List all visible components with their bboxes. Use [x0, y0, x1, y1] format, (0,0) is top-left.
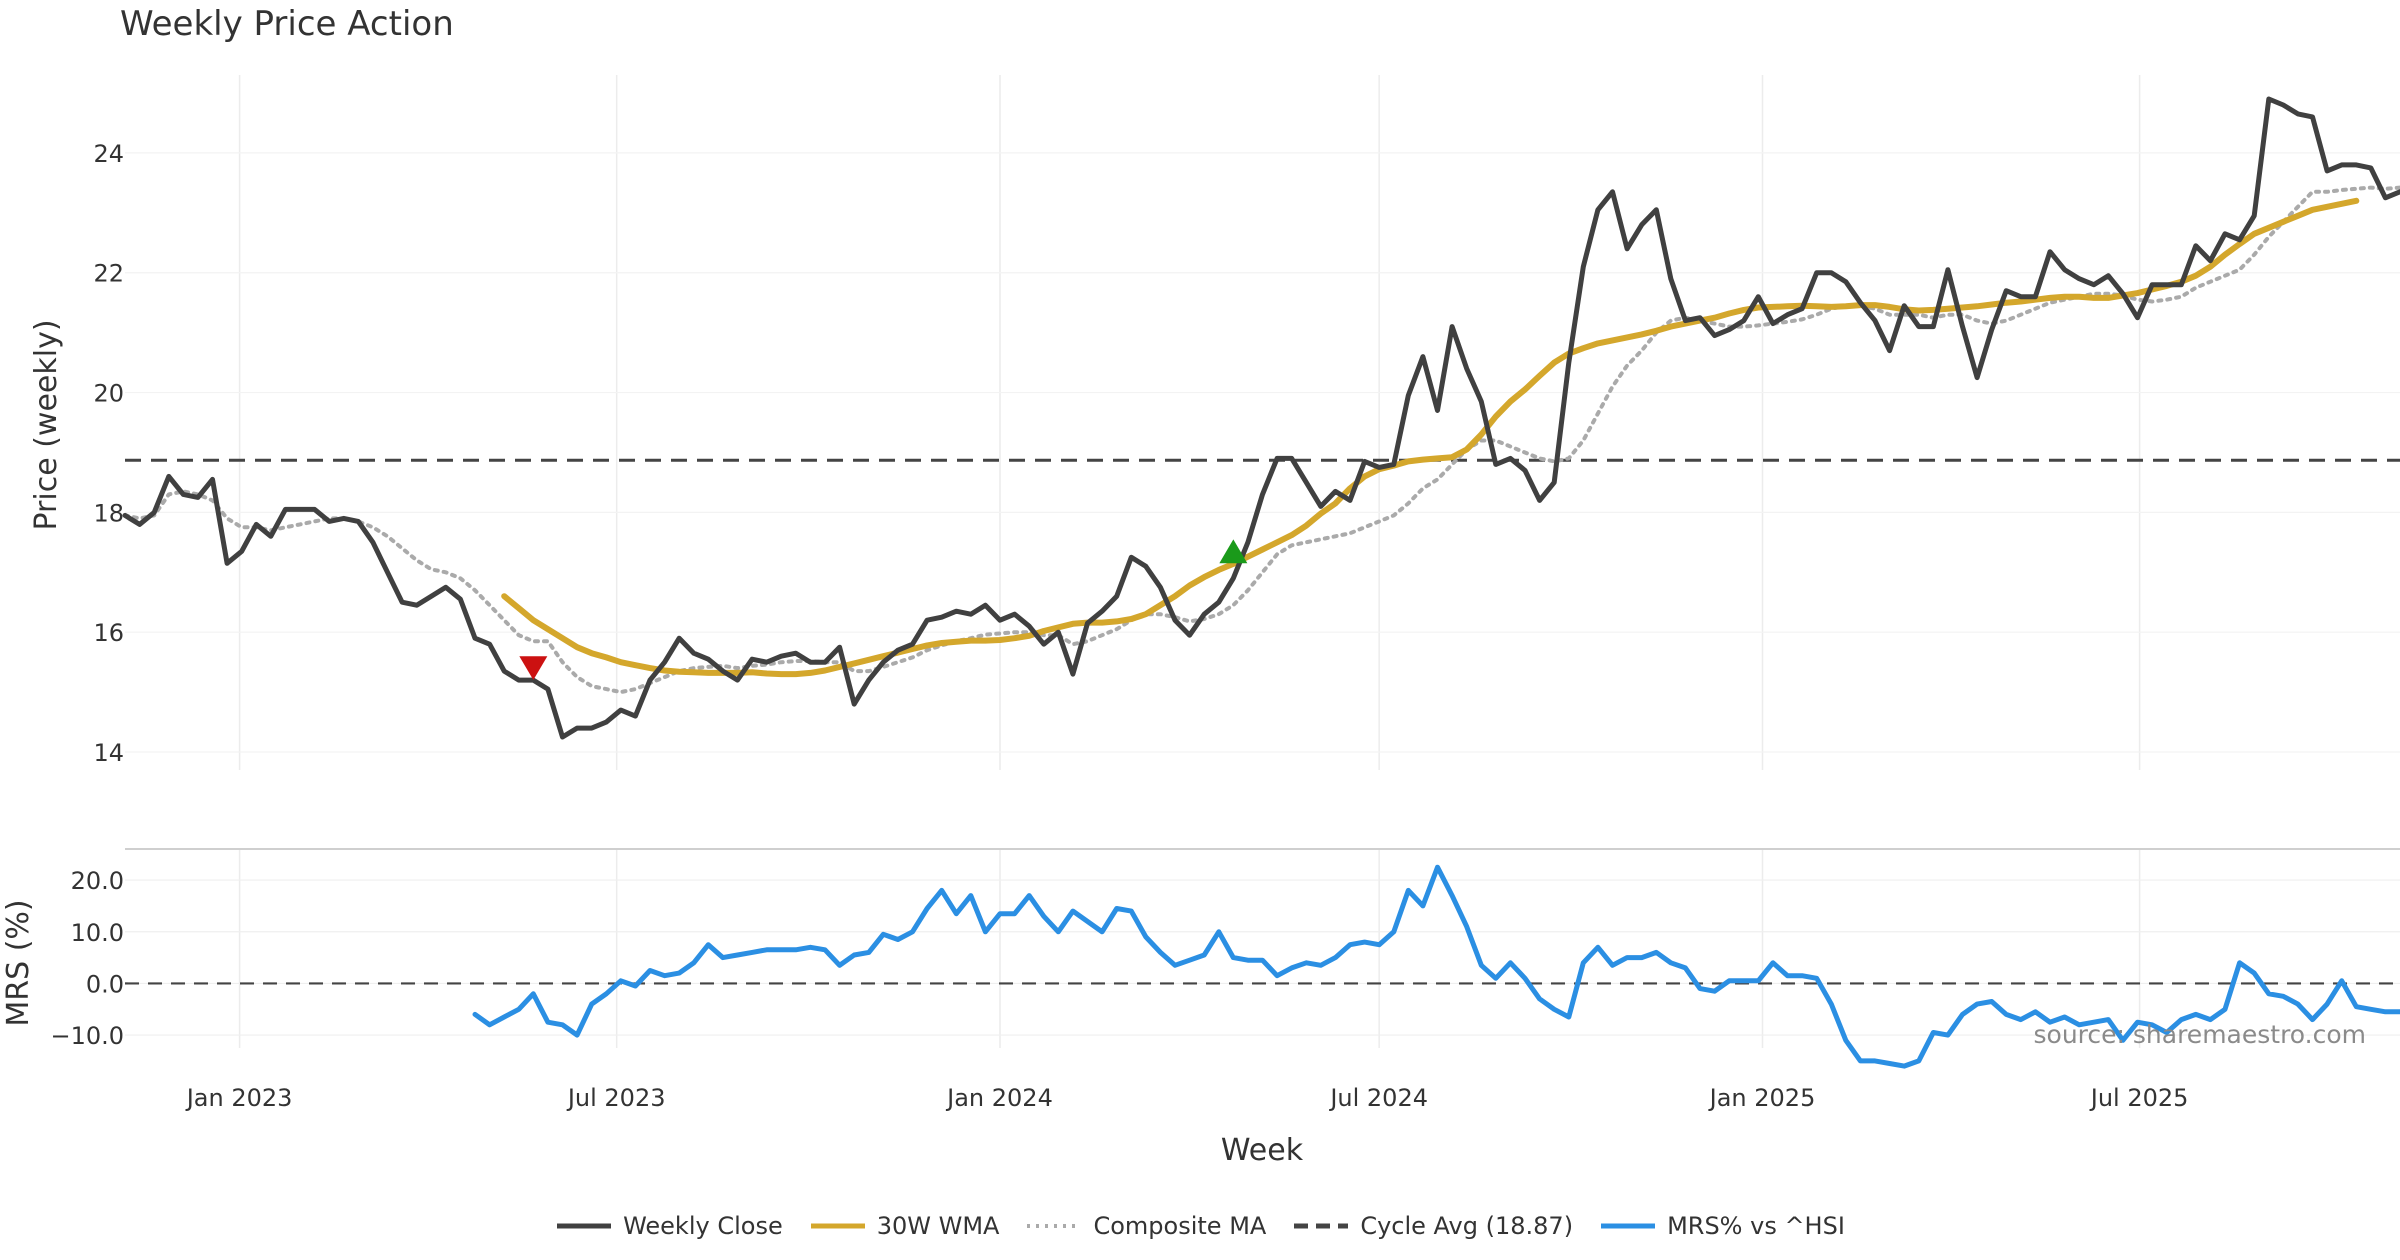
price-y-tick-1: 16 [93, 619, 124, 647]
price-y-tick-4: 22 [93, 260, 124, 288]
markers-layer [519, 539, 1248, 681]
reference-lines [125, 458, 2400, 985]
legend-label-1: 30W WMA [876, 1212, 1000, 1240]
mrs-line [472, 864, 2400, 1069]
mrs-y-tick-2: 0.0 [86, 970, 124, 998]
legend-label-4: MRS% vs ^HSI [1667, 1212, 1845, 1240]
grid-layer [125, 75, 2400, 1048]
x-tick-label-5: Jul 2025 [2089, 1084, 2189, 1112]
x-axis-title: Week [1221, 1133, 1304, 1168]
legend-label-2: Composite MA [1093, 1212, 1267, 1240]
chart-title: Weekly Price Action [120, 4, 454, 44]
legend-item-2: Composite MA [1025, 1212, 1266, 1240]
legend-swatch-3 [1294, 1223, 1349, 1229]
mrs-y-tick-3: −10.0 [50, 1022, 124, 1050]
sell-marker-0 [519, 656, 548, 681]
composite-ma-line [123, 185, 2400, 695]
x-tick-label-3: Jul 2024 [1328, 1084, 1428, 1112]
legend-item-1: 30W WMA [809, 1212, 1000, 1240]
legend-swatch-2 [1027, 1224, 1082, 1228]
tick-labels: Jan 2023 Jul 2023 Jan 2024 Jul 2024 Jan 2025… [50, 140, 2188, 1112]
legend-swatch-4 [1601, 1223, 1656, 1229]
x-tick-label-0: Jan 2023 [185, 1084, 293, 1112]
x-tick-label-4: Jan 2025 [1708, 1084, 1816, 1112]
legend-swatch-0 [557, 1223, 612, 1229]
price-y-tick-0: 14 [93, 739, 124, 767]
mrs-y-tick-1: 10.0 [71, 919, 124, 947]
price-axis-title: Price (weekly) [29, 319, 64, 530]
source-note: source: sharemaestro.com [2033, 1020, 2367, 1049]
legend-item-4: MRS% vs ^HSI [1599, 1212, 1845, 1240]
mrs-y-tick-0: 20.0 [71, 867, 124, 895]
price-y-tick-3: 20 [93, 380, 124, 408]
legend-item-0: Weekly Close [555, 1212, 783, 1240]
legend: Weekly Close 30W WMA Composite MA Cycle Avg… [0, 1212, 2400, 1240]
legend-label-3: Cycle Avg (18.87) [1360, 1212, 1574, 1240]
buy-marker-1 [1219, 539, 1248, 564]
wma-30w-line [501, 197, 2360, 678]
legend-item-3: Cycle Avg (18.87) [1292, 1212, 1573, 1240]
x-tick-label-1: Jul 2023 [566, 1084, 666, 1112]
weekly-close-line [122, 96, 2400, 740]
legend-label-0: Weekly Close [623, 1212, 783, 1240]
price-y-tick-5: 24 [93, 140, 124, 168]
price-y-tick-2: 18 [93, 499, 124, 527]
x-tick-label-2: Jan 2024 [945, 1084, 1053, 1112]
legend-swatch-1 [810, 1223, 865, 1229]
mrs-axis-title: MRS (%) [1, 899, 36, 1026]
series-layer [122, 96, 2400, 1069]
